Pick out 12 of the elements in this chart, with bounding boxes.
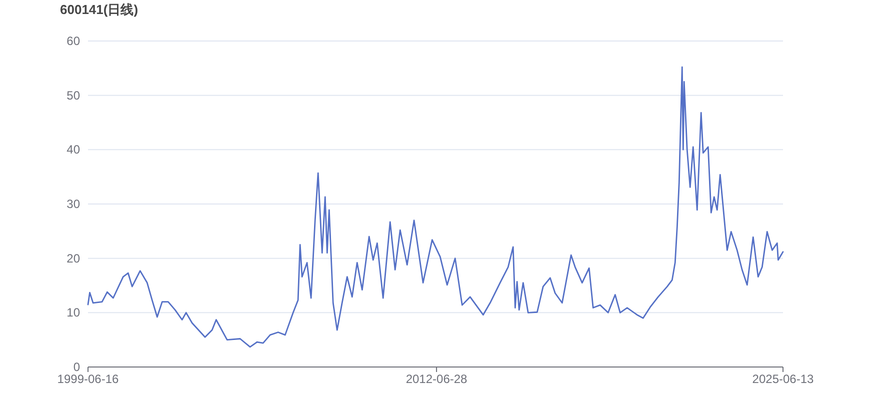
y-tick-label: 10	[66, 306, 80, 320]
x-tick-label: 2012-06-28	[406, 372, 468, 386]
x-tick-label: 2025-06-13	[752, 372, 814, 386]
y-tick-label: 20	[66, 251, 80, 266]
y-tick-label: 50	[66, 88, 80, 102]
y-tick-label: 40	[66, 142, 80, 157]
y-tick-label: 60	[66, 34, 80, 48]
line-series	[87, 66, 784, 348]
x-tick-label: 1999-06-16	[57, 372, 120, 386]
y-tick-label: 0	[73, 360, 80, 374]
chart-title: 600141(日线)	[60, 2, 138, 17]
y-tick-label: 30	[66, 197, 80, 211]
